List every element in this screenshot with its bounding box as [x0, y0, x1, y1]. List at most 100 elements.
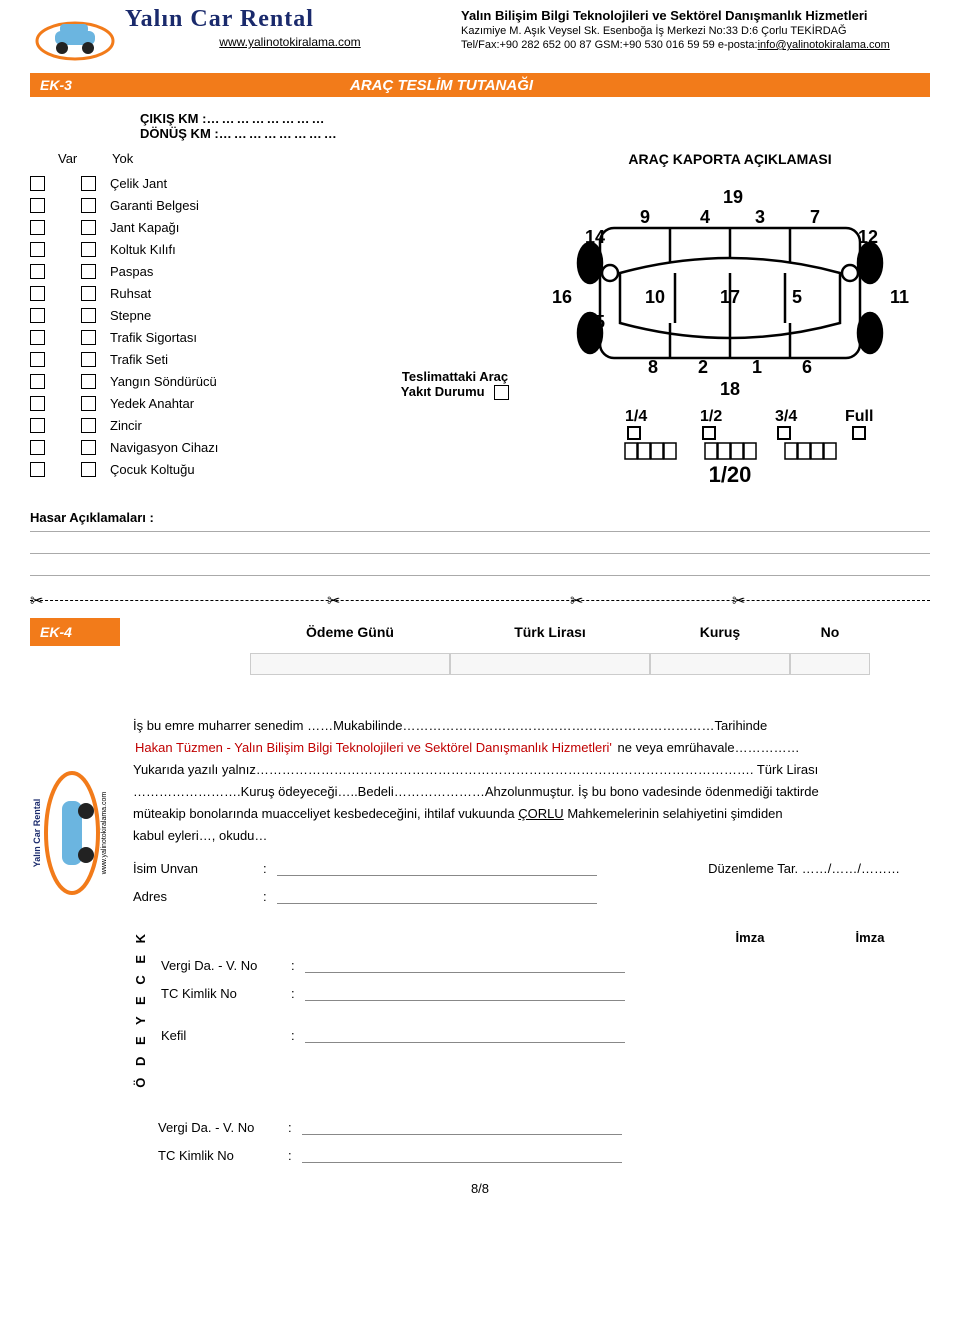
svg-text:19: 19 — [723, 187, 743, 207]
checkbox-var[interactable] — [30, 352, 45, 367]
svg-text:1/4: 1/4 — [625, 408, 647, 425]
fuel-checkbox[interactable] — [494, 385, 509, 400]
checklist-row: Trafik Seti — [30, 348, 380, 370]
ek4-odeme-label: Ödeme Günü — [250, 624, 450, 640]
checklist-row: Paspas — [30, 260, 380, 282]
checklist-item-label: Çelik Jant — [110, 176, 167, 191]
checklist-row: Zincir — [30, 414, 380, 436]
checkbox-var[interactable] — [30, 286, 45, 301]
senet-paragraph: İş bu emre muharrer senedim ……Mukabilind… — [133, 715, 930, 848]
checklist-item-label: Koltuk Kılıfı — [110, 242, 176, 257]
svg-text:15: 15 — [585, 312, 605, 332]
checkbox-var[interactable] — [30, 440, 45, 455]
checklist-row: Yedek Anahtar — [30, 392, 380, 414]
km-return-label: DÖNÜŞ KM : — [140, 126, 219, 141]
checkbox-var[interactable] — [30, 242, 45, 257]
brand-url[interactable]: www.yalinotokiralama.com — [125, 35, 455, 49]
svg-text:2: 2 — [698, 357, 708, 377]
svg-text:Full: Full — [845, 408, 873, 425]
email-link[interactable]: info@yalinotokiralama.com — [758, 39, 890, 51]
duzenleme-label: Düzenleme Tar. ……/……/……… — [708, 861, 930, 876]
svg-text:13: 13 — [858, 332, 878, 352]
checkbox-var[interactable] — [30, 308, 45, 323]
ek4-kurus-input[interactable] — [650, 653, 790, 675]
diagram-title: ARAÇ KAPORTA AÇIKLAMASI — [530, 151, 930, 167]
checkbox-yok[interactable] — [81, 418, 96, 433]
checkbox-var[interactable] — [30, 462, 45, 477]
checklist-row: Yangın Söndürücü — [30, 370, 380, 392]
damage-label: Hasar Açıklamaları : — [30, 510, 154, 525]
checklist-item-label: Navigasyon Cihazı — [110, 440, 218, 455]
checkbox-var[interactable] — [30, 220, 45, 235]
checklist-row: Trafik Sigortası — [30, 326, 380, 348]
imza-label-2: İmza — [810, 930, 930, 945]
checkbox-var[interactable] — [30, 374, 45, 389]
checklist-row: Koltuk Kılıfı — [30, 238, 380, 260]
ek3-title: ARAÇ TESLİM TUTANAĞI — [125, 77, 930, 94]
checkbox-yok[interactable] — [81, 264, 96, 279]
odeyecek-label: Ö D E Y E C E K — [133, 930, 155, 1088]
vergi-label: Vergi Da. - V. No — [161, 958, 291, 973]
side-logo: Yalın Car Rental www.yalinotokiralama.co… — [30, 715, 125, 1087]
svg-text:Yalın Car Rental: Yalın Car Rental — [32, 799, 42, 868]
adres-input[interactable] — [277, 888, 597, 904]
ek4-odeme-input[interactable] — [250, 653, 450, 675]
checkbox-yok[interactable] — [81, 220, 96, 235]
ek4-tl-input[interactable] — [450, 653, 650, 675]
isim-input[interactable] — [277, 860, 597, 876]
checkbox-var[interactable] — [30, 396, 45, 411]
checkbox-var[interactable] — [30, 198, 45, 213]
checkbox-var[interactable] — [30, 418, 45, 433]
checklist-item-label: Zincir — [110, 418, 142, 433]
diagram-column: ARAÇ KAPORTA AÇIKLAMASI — [530, 151, 930, 488]
svg-text:8: 8 — [648, 357, 658, 377]
checkbox-yok[interactable] — [81, 308, 96, 323]
checklist-item-label: Yangın Söndürücü — [110, 374, 217, 389]
checkbox-yok[interactable] — [81, 330, 96, 345]
svg-text:1: 1 — [752, 357, 762, 377]
kefil-input[interactable] — [305, 1027, 625, 1043]
svg-text:7: 7 — [810, 207, 820, 227]
ek4-tl-label: Türk Lirası — [450, 624, 650, 640]
km-block: ÇIKIŞ KM :…………………… DÖNÜŞ KM :…………………… — [140, 111, 930, 141]
checkbox-var[interactable] — [30, 330, 45, 345]
ek4-no-label: No — [790, 624, 870, 640]
svg-text:16: 16 — [552, 287, 572, 307]
header: Yalın Car Rental www.yalinotokiralama.co… — [30, 6, 930, 69]
checkbox-yok[interactable] — [81, 198, 96, 213]
checkbox-yok[interactable] — [81, 286, 96, 301]
checkbox-var[interactable] — [30, 176, 45, 191]
kefil-label: Kefil — [161, 1028, 291, 1043]
fuel-label-column: Teslimattaki Araç Yakıt Durumu — [380, 151, 530, 400]
company-address: Kazımiye M. Aşık Veysel Sk. Esenboğa İş … — [461, 25, 930, 37]
vergi-input[interactable] — [305, 957, 625, 973]
fuel-line2: Yakıt Durumu — [401, 384, 485, 399]
checklist-row: Ruhsat — [30, 282, 380, 304]
svg-text:3/4: 3/4 — [775, 408, 797, 425]
isim-label: İsim Unvan — [133, 861, 263, 876]
ek4-no-input[interactable] — [790, 653, 870, 675]
checkbox-yok[interactable] — [81, 352, 96, 367]
svg-text:3: 3 — [755, 207, 765, 227]
svg-text:4: 4 — [700, 207, 710, 227]
checkbox-yok[interactable] — [81, 374, 96, 389]
checklist-column: Var Yok Çelik JantGaranti BelgesiJant Ka… — [30, 151, 380, 480]
checkbox-var[interactable] — [30, 264, 45, 279]
svg-text:11: 11 — [890, 287, 909, 307]
ek4-kurus-label: Kuruş — [650, 624, 790, 640]
checkbox-yok[interactable] — [81, 176, 96, 191]
vergi-input-2[interactable] — [302, 1119, 622, 1135]
checkbox-yok[interactable] — [81, 440, 96, 455]
checkbox-yok[interactable] — [81, 242, 96, 257]
svg-text:17: 17 — [720, 287, 740, 307]
page-number: 8/8 — [30, 1181, 930, 1196]
tc-label: TC Kimlik No — [161, 986, 291, 1001]
checkbox-yok[interactable] — [81, 462, 96, 477]
tc-input[interactable] — [305, 985, 625, 1001]
ek4-bar: EK-4 Ödeme Günü Türk Lirası Kuruş No — [30, 615, 930, 649]
ek3-bar: EK-3 ARAÇ TESLİM TUTANAĞI — [30, 73, 930, 97]
checkbox-yok[interactable] — [81, 396, 96, 411]
tc-input-2[interactable] — [302, 1147, 622, 1163]
checklist-item-label: Paspas — [110, 264, 153, 279]
checklist-item-label: Stepne — [110, 308, 151, 323]
